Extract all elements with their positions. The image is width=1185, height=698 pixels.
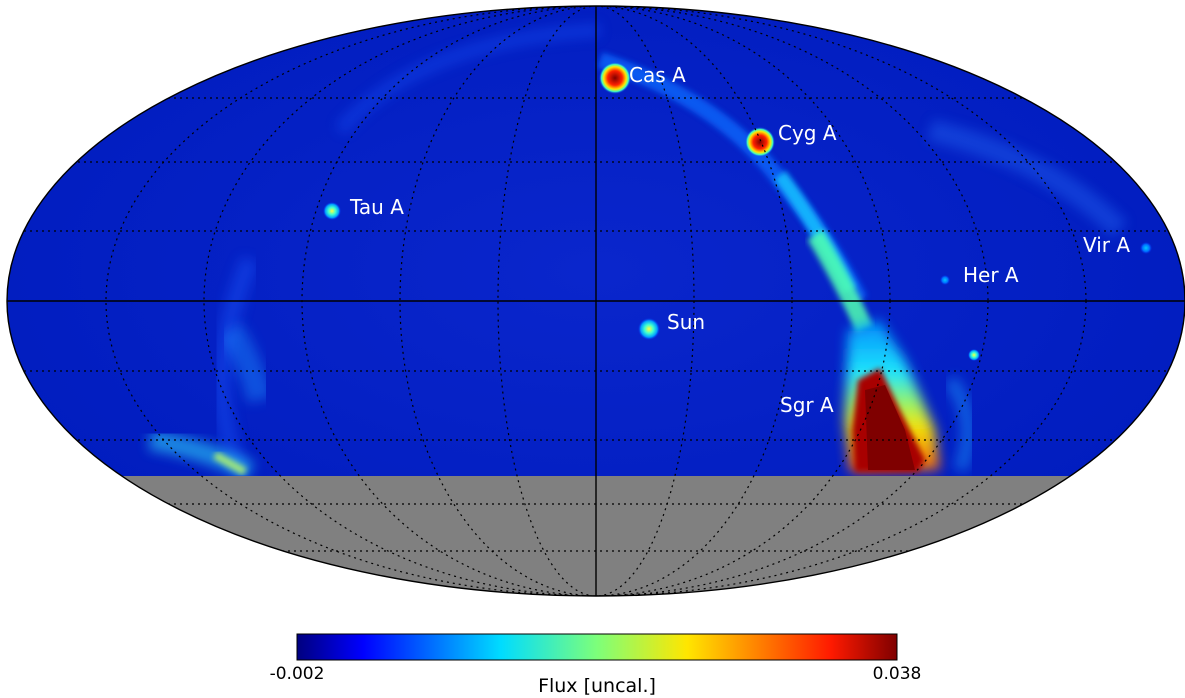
emission-layer <box>7 23 1185 596</box>
label-vir-a: Vir A <box>1083 233 1130 257</box>
label-cas-a: Cas A <box>629 63 686 87</box>
colorbar-title: Flux [uncal.] <box>538 675 656 697</box>
label-sun: Sun <box>667 310 705 334</box>
colorbar-min-label: -0.002 <box>270 664 325 684</box>
colorbar <box>296 633 898 661</box>
colorbar-max-label: 0.038 <box>873 664 922 684</box>
label-sgr-a: Sgr A <box>780 393 834 417</box>
sky-outline <box>6 5 1185 597</box>
label-cyg-a: Cyg A <box>778 121 837 145</box>
label-tau-a: Tau A <box>349 195 404 219</box>
label-her-a: Her A <box>963 263 1019 287</box>
